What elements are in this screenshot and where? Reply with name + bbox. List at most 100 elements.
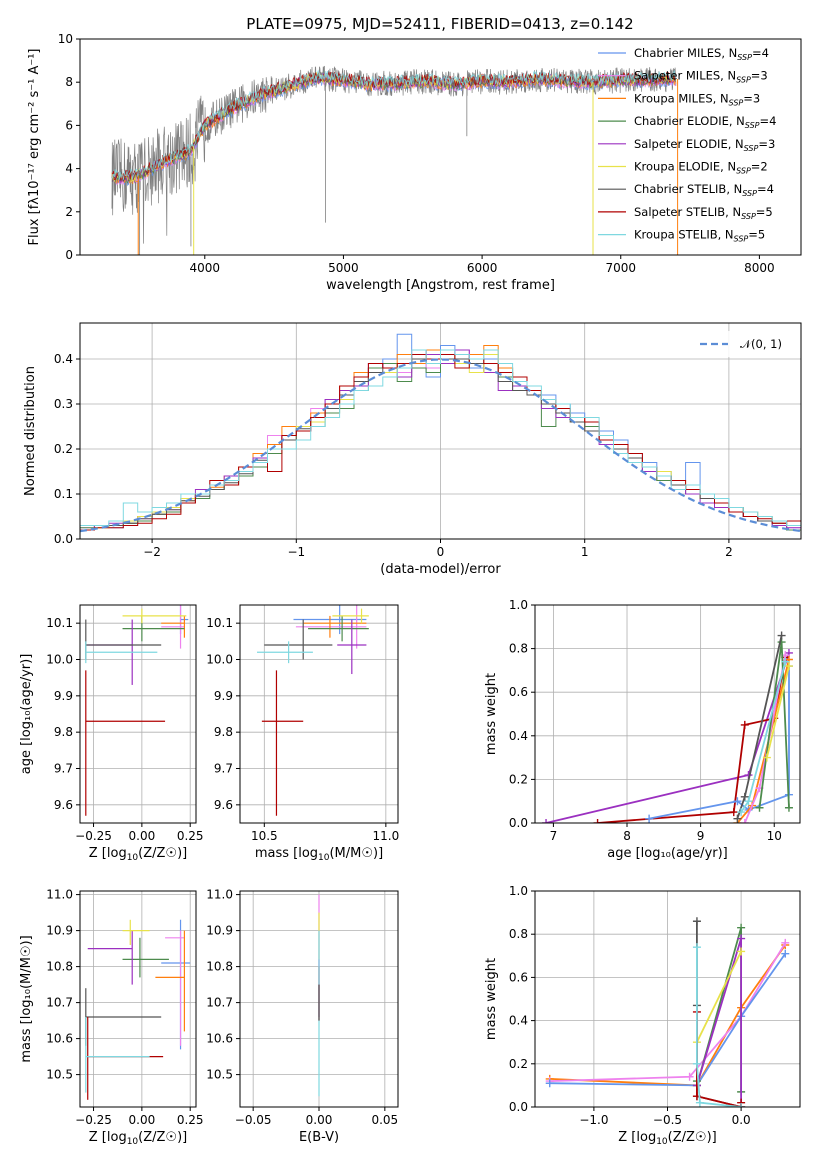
plus-marker (784, 803, 793, 812)
y-tick-label: 8 (65, 75, 73, 89)
y-tick-label: 10.9 (206, 924, 233, 938)
y-tick-label: 2 (65, 205, 73, 219)
plus-marker (692, 917, 701, 926)
x-axis-label: wavelength [Angstrom, rest frame] (326, 278, 555, 293)
mass-vs-extinction-panel: −0.05 0.00 0.05 10.5 10.6 10.7 10.8 10.9 11.0 E(B… (206, 888, 399, 1145)
y-tick-label: 10.0 (206, 653, 233, 667)
y-tick-label: 0.8 (509, 927, 528, 941)
y-tick-label: 10.6 (46, 1032, 73, 1046)
plus-marker (781, 657, 790, 666)
axes-frame (534, 890, 801, 1108)
x-axis-label: E(B-V) (299, 1130, 339, 1145)
y-tick-label: 9.7 (54, 762, 73, 776)
plus-marker (542, 819, 551, 823)
x-tick-label: 0.0 (732, 1113, 751, 1127)
y-tick-label: 11.0 (46, 888, 73, 902)
plus-marker (685, 1072, 694, 1081)
y-tick-label: 10.7 (206, 996, 233, 1010)
line-plot (542, 631, 793, 823)
plus-marker (692, 943, 701, 952)
y-tick-label: 1.0 (509, 884, 528, 898)
y-tick-label: 10.1 (206, 616, 233, 630)
x-tick-label: 0.00 (129, 1113, 156, 1127)
errorbar-point (122, 937, 169, 978)
plus-marker (645, 814, 654, 823)
legend-entry: Kroupa MILES, NSSP=3 (634, 91, 760, 107)
plus-marker (733, 797, 742, 806)
errorbar-point (122, 608, 187, 624)
axes-frame (79, 890, 197, 1108)
plus-marker (740, 819, 749, 823)
errorbar-point (295, 605, 367, 649)
y-tick-label: 10.1 (46, 616, 73, 630)
mass-weight-line (740, 661, 787, 813)
plus-marker (737, 923, 746, 932)
y-tick-label: 0.2 (509, 1057, 528, 1071)
x-tick-label: 4000 (190, 261, 221, 275)
axes-frame (79, 322, 802, 540)
y-tick-label: 6 (65, 118, 73, 132)
histogram-plot (80, 333, 801, 539)
y-tick-label: 10.6 (206, 1032, 233, 1046)
plus-marker (593, 819, 602, 823)
y-tick-label: 10.7 (46, 996, 73, 1010)
y-tick-label: 4 (65, 162, 73, 176)
y-tick-label: 11.0 (206, 888, 233, 902)
y-tick-label: 0.6 (509, 970, 528, 984)
residual-histogram-panel: −2 −1 0 1 2 0.0 0.1 0.2 0.3 0.4 (data-model)/error… (23, 322, 802, 577)
axes-frame (79, 38, 802, 256)
errorbar-point (264, 619, 333, 660)
legend-entry: Salpeter ELODIE, NSSP=3 (634, 137, 775, 153)
y-axis-label: Normed distribution (23, 366, 38, 496)
x-axis-label: Z [log10(Z/Z☉)] (89, 846, 187, 863)
x-tick-label: 2 (725, 545, 733, 559)
spectrum-legend: Chabrier MILES, NSSP=4 Salpeter MILES, NS… (598, 46, 776, 244)
mass-weight-vs-age-panel: 7 8 9 10 0.0 0.2 0.4 0.6 0.8 1.0 age [log₁₀(age/yr… (484, 598, 801, 861)
axes-frame (239, 890, 399, 1108)
errorbar-point (332, 608, 369, 624)
x-tick-label: 8 (623, 829, 631, 843)
y-tick-label: 0.4 (54, 352, 73, 366)
legend-entry: Kroupa STELIB, NSSP=5 (634, 228, 765, 244)
x-tick-label: 6000 (467, 261, 498, 275)
spectrum-plot (111, 65, 679, 255)
x-tick-label: 0.25 (177, 1113, 204, 1127)
y-axis-label: mass weight (484, 673, 499, 755)
errorbar-point (161, 605, 185, 649)
plus-marker (777, 631, 786, 640)
errorbar-point (337, 619, 367, 675)
y-axis-label: age [log₁₀(age/yr)] (19, 654, 34, 775)
plus-marker (737, 1103, 746, 1107)
plus-marker (762, 753, 771, 762)
plus-marker (781, 949, 790, 958)
plus-marker (784, 662, 793, 671)
model-fit-line (111, 69, 677, 180)
errorbar-point (161, 615, 185, 638)
errorbar-point (122, 919, 150, 945)
age-vs-mass-panel: 10.5 11.0 9.6 9.7 9.8 9.9 10.0 10.1 mass [log10(… (206, 604, 399, 863)
x-axis-label: age [log₁₀(age/yr)] (607, 846, 728, 861)
x-axis-label: Z [log10(Z/Z☉)] (618, 1130, 716, 1147)
plus-marker (729, 808, 738, 817)
errorbar-point (261, 670, 304, 816)
errorbar-plot (85, 919, 191, 1100)
y-tick-label: 9.9 (54, 689, 73, 703)
normal-reference-curve (80, 358, 801, 533)
y-tick-label: 9.7 (214, 762, 233, 776)
y-tick-label: 10.8 (206, 960, 233, 974)
legend-entry: Chabrier MILES, NSSP=4 (634, 46, 769, 62)
plus-marker (733, 814, 742, 823)
model-fit-line (111, 72, 677, 183)
x-axis-label: Z [log10(Z/Z☉)] (89, 1130, 187, 1147)
axes-frame (79, 604, 197, 824)
plus-marker (737, 947, 746, 956)
x-tick-label: −0.5 (653, 1113, 682, 1127)
spectrum-panel: 4000 5000 6000 7000 8000 0 2 4 6 8 10 wavelength [A… (27, 32, 802, 293)
axes-frame (239, 604, 399, 824)
legend-entry: Chabrier STELIB, NSSP=4 (634, 182, 774, 198)
y-axis-label: Flux [fλ10⁻¹⁷ erg cm⁻² s⁻¹ A⁻¹] (27, 49, 42, 246)
mass-weight-line (696, 947, 742, 1107)
mass-weight-vs-metallicity-panel: −1.0 −0.5 0.0 0.0 0.2 0.4 0.6 0.8 1.0 Z [log10(Z/… (484, 884, 801, 1147)
age-vs-metallicity-panel: −0.25 0.00 0.25 9.6 9.7 9.8 9.9 10.0 10.1 Z [log1… (19, 604, 204, 863)
legend-entry: Kroupa ELODIE, NSSP=2 (634, 160, 768, 176)
